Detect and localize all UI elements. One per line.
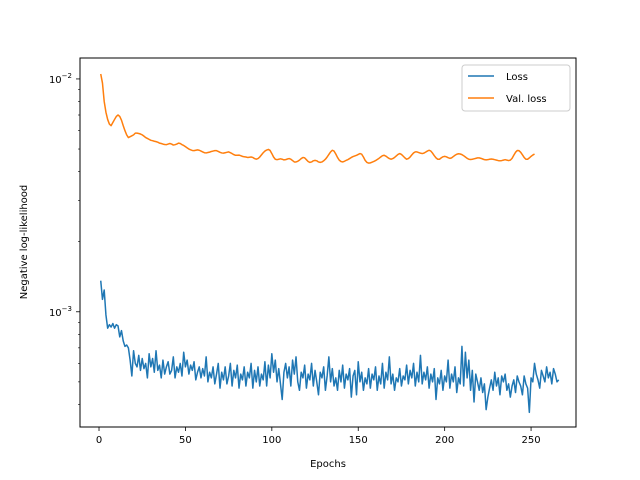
series-line-val-loss xyxy=(100,73,535,164)
plot-frame xyxy=(79,57,577,428)
series-line-loss xyxy=(99,280,560,414)
y-tick-label: 10−3 xyxy=(49,305,72,319)
x-tick-label: 100 xyxy=(262,435,281,446)
legend-label-val-loss: Val. loss xyxy=(506,94,547,105)
x-tick-label: 0 xyxy=(96,435,102,446)
series-layer xyxy=(99,73,560,414)
x-axis-label: Epochs xyxy=(310,459,346,470)
legend-label-loss: Loss xyxy=(506,72,528,83)
x-tick-label: 200 xyxy=(435,435,454,446)
y-axis-label: Negative log-likelihood xyxy=(19,185,30,300)
x-tick-label: 50 xyxy=(179,435,192,446)
y-tick-label: 10−2 xyxy=(49,72,72,86)
legend: Loss Val. loss xyxy=(461,64,571,112)
x-tick-label: 250 xyxy=(522,435,541,446)
x-tick-label: 150 xyxy=(349,435,368,446)
